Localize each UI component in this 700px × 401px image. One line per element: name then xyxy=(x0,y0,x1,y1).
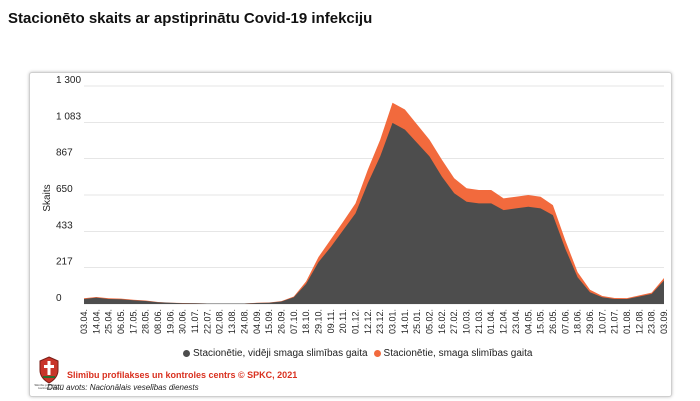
x-tick-label: 07.06. xyxy=(560,309,570,334)
y-tick-label: 650 xyxy=(56,184,73,195)
x-tick-label: 29.06. xyxy=(585,309,595,334)
area-moderate xyxy=(84,122,664,305)
x-tick-label: 24.08. xyxy=(239,309,249,334)
x-tick-label: 03.01. xyxy=(388,309,398,334)
y-tick-labels: 0 217 433 650 867 1 083 1 300 xyxy=(56,75,81,304)
x-tick-labels: 03.04. 14.04. 25.04. 06.05. 17.05. 28.05. 08.0… xyxy=(79,309,669,334)
page-title: Stacionēto skaits ar apstiprinātu Covid-… xyxy=(8,10,373,27)
legend-item-severe: Stacionētie, smaga slimības gaita xyxy=(373,348,533,359)
x-tick-label: 18.10. xyxy=(301,309,311,334)
x-tick-label: 25.01. xyxy=(412,309,422,334)
y-tick-label: 867 xyxy=(56,148,73,159)
x-tick-label: 15.05. xyxy=(536,309,546,334)
x-tick-label: 23.12. xyxy=(375,309,385,334)
x-tick-label: 10.07. xyxy=(597,309,607,334)
x-tick-label: 15.09. xyxy=(264,309,274,334)
x-tick-label: 29.10. xyxy=(314,309,324,334)
x-tick-label: 02.08. xyxy=(215,309,225,334)
x-tick-label: 08.06. xyxy=(153,309,163,334)
y-tick-label: 0 xyxy=(56,293,62,304)
area-series xyxy=(84,102,664,305)
x-tick-label: 10.03. xyxy=(462,309,472,334)
legend-swatch-severe xyxy=(373,350,381,357)
x-tick-label: 07.10. xyxy=(289,309,299,334)
x-tick-label: 04.05. xyxy=(523,309,533,334)
x-tick-label: 03.09. xyxy=(659,309,669,334)
x-tick-label: 04.09. xyxy=(252,309,262,334)
x-tick-label: 26.05. xyxy=(548,309,558,334)
legend-swatch-moderate xyxy=(183,350,190,357)
x-tick-label: 01.08. xyxy=(622,309,632,334)
x-tick-label: 19.06. xyxy=(165,309,175,334)
x-tick-label: 11.07. xyxy=(190,309,200,333)
x-tick-label: 18.06. xyxy=(573,309,583,334)
x-tick-label: 12.12. xyxy=(363,309,373,334)
legend-item-moderate: Stacionētie, vidēji smaga slimības gaita xyxy=(183,348,368,359)
x-tick-label: 26.09. xyxy=(276,309,286,334)
x-tick-label: 16.02. xyxy=(437,309,447,334)
x-tick-label: 14.04. xyxy=(91,309,101,334)
spkc-logo xyxy=(39,356,59,384)
legend-label-severe: Stacionētie, smaga slimības gaita xyxy=(383,348,533,359)
x-tick-label: 01.12. xyxy=(351,309,361,334)
legend-label-moderate: Stacionētie, vidēji smaga slimības gaita xyxy=(193,348,368,359)
x-tick-label: 27.02. xyxy=(449,309,459,334)
credit-text: Slimību profilakses un kontroles centrs … xyxy=(67,370,298,380)
x-tick-label: 09.11. xyxy=(326,309,336,333)
logo-caption: Slimību profilakses un kontroles centrs xyxy=(34,383,64,390)
x-tick-label: 25.04. xyxy=(104,309,114,334)
y-tick-label: 433 xyxy=(56,220,73,231)
x-tick-label: 22.07. xyxy=(202,309,212,334)
x-tick-label: 23.08. xyxy=(647,309,657,334)
x-tick-label: 03.04. xyxy=(79,309,89,334)
x-tick-label: 30.06. xyxy=(178,309,188,334)
x-tick-label: 13.08. xyxy=(227,309,237,334)
x-tick-label: 21.07. xyxy=(610,309,620,334)
x-tick-label: 01.04. xyxy=(486,309,496,334)
x-tick-label: 20.11. xyxy=(338,309,348,333)
x-tick-label: 12.04. xyxy=(499,309,509,334)
y-tick-label: 1 300 xyxy=(56,75,81,86)
x-tick-label: 12.08. xyxy=(634,309,644,334)
source-text: Datu avots: Nacionālais veselības dienes… xyxy=(47,383,199,392)
x-tick-label: 23.04. xyxy=(511,309,521,334)
x-tick-label: 06.05. xyxy=(116,309,126,334)
x-tick-label: 17.05. xyxy=(128,309,138,334)
x-tick-label: 05.02. xyxy=(425,309,435,334)
x-tick-label: 21.03. xyxy=(474,309,484,334)
y-axis-label: Skaits xyxy=(42,184,53,211)
x-tick-label: 14.01. xyxy=(400,309,410,334)
y-tick-label: 1 083 xyxy=(56,111,81,122)
y-tick-label: 217 xyxy=(56,257,73,268)
legend: Stacionētie, vidēji smaga slimības gaita… xyxy=(183,348,539,359)
x-tick-label: 28.05. xyxy=(141,309,151,334)
